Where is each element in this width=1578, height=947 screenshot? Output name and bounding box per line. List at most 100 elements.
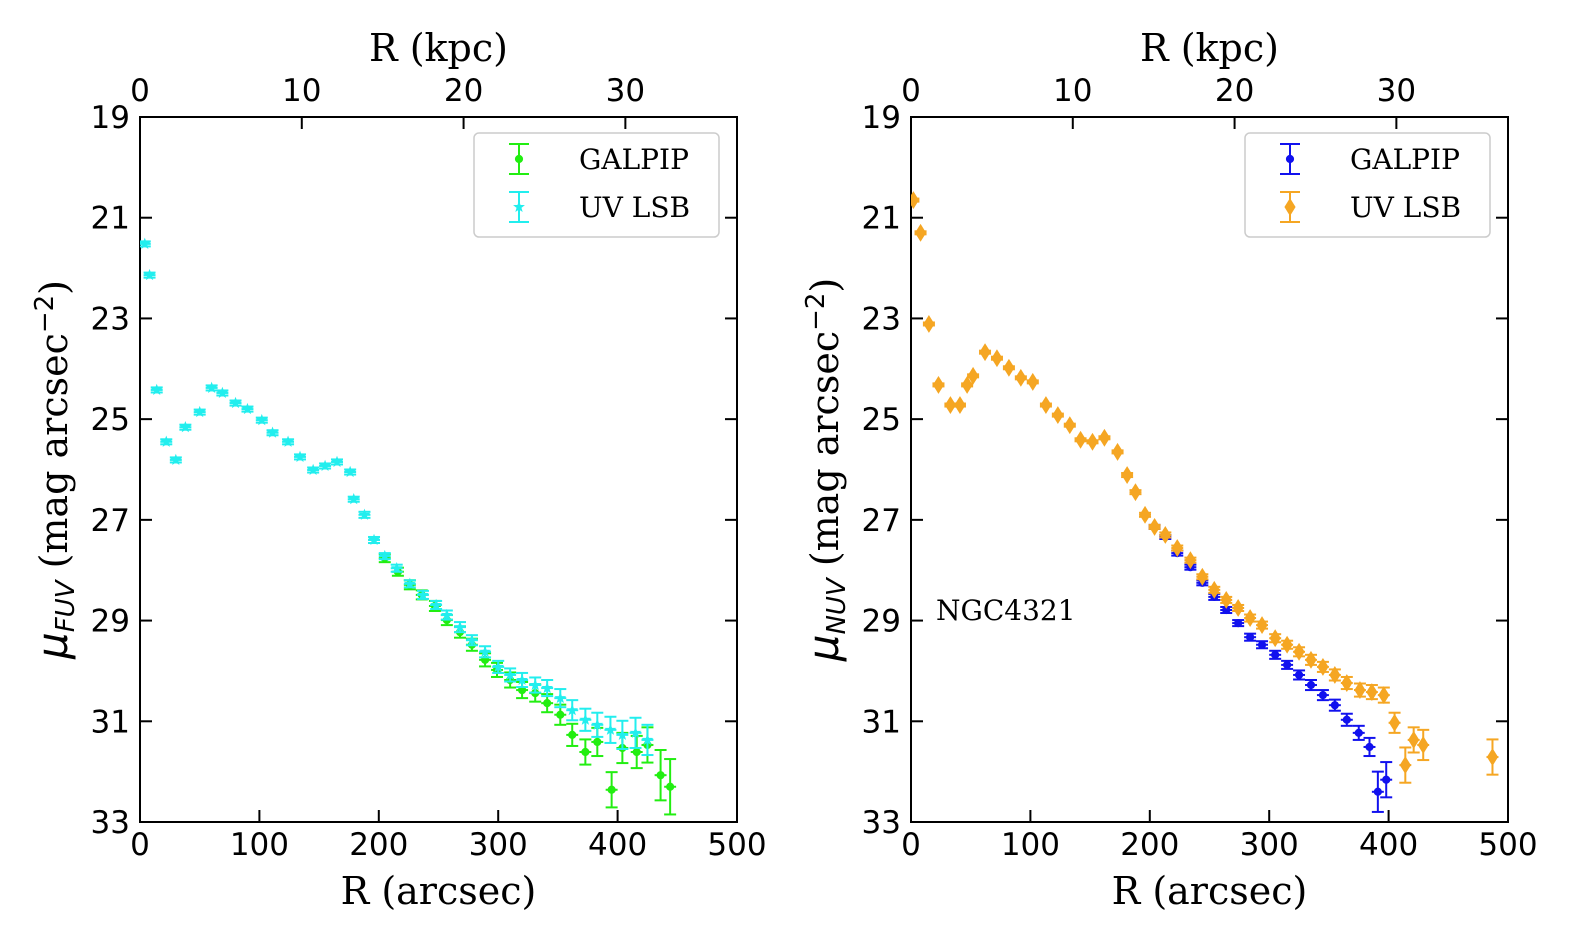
y-axis-label: μFUV (mag arcsec−2) — [28, 280, 81, 660]
y-axis-label-part: NUV — [822, 576, 852, 634]
point — [568, 730, 577, 739]
y-tick-label: 25 — [91, 402, 130, 438]
point — [390, 561, 403, 574]
point — [140, 237, 151, 249]
point — [205, 381, 218, 393]
point — [1399, 756, 1411, 775]
point — [961, 375, 973, 394]
y-tick-label: 31 — [862, 704, 901, 740]
point — [979, 343, 991, 362]
point — [541, 681, 554, 694]
y-tick-label: 23 — [91, 301, 130, 337]
point — [1366, 683, 1378, 702]
y-tick-label: 21 — [91, 201, 130, 237]
point — [991, 349, 1003, 368]
point — [1330, 701, 1339, 710]
point — [241, 402, 254, 415]
point — [1284, 198, 1296, 216]
point — [1220, 590, 1232, 609]
y-tick-label: 27 — [91, 503, 130, 539]
x-tick-label: 200 — [1120, 827, 1179, 863]
x2-tick-label: 30 — [1377, 73, 1416, 109]
point — [1086, 432, 1099, 451]
point — [1121, 466, 1133, 484]
point — [1305, 650, 1317, 669]
point — [566, 703, 579, 716]
point — [932, 375, 945, 394]
point — [556, 710, 565, 719]
point — [1052, 406, 1064, 425]
point — [347, 492, 360, 505]
point — [466, 633, 478, 646]
y-axis-label-part: −2 — [801, 293, 831, 331]
point — [479, 645, 491, 657]
point — [607, 785, 616, 794]
point — [616, 728, 629, 740]
y-tick-label: 31 — [91, 704, 130, 740]
y-axis-label-part: μ — [799, 635, 848, 663]
point — [1388, 713, 1401, 732]
y-tick-label: 23 — [862, 301, 901, 337]
x2-tick-label: 0 — [901, 73, 921, 109]
y-axis-label-part: −2 — [30, 295, 60, 333]
point — [1148, 517, 1161, 536]
x2-axis-label: R (kpc) — [369, 26, 508, 70]
point — [1329, 666, 1341, 684]
point — [143, 268, 156, 281]
point — [440, 608, 453, 621]
point — [954, 396, 966, 414]
y-tick-label: 19 — [862, 100, 901, 136]
point — [454, 620, 466, 633]
point — [1064, 416, 1076, 435]
x2-tick-label: 0 — [130, 73, 150, 109]
point — [1365, 742, 1374, 752]
point — [1040, 396, 1052, 414]
point — [604, 723, 617, 735]
point — [307, 463, 320, 476]
point — [1408, 730, 1420, 749]
point — [368, 533, 380, 546]
point — [150, 383, 163, 395]
point — [911, 191, 919, 210]
point — [216, 386, 229, 399]
point — [193, 405, 206, 418]
x-tick-label: 500 — [1478, 827, 1537, 863]
point — [1245, 633, 1255, 642]
point — [529, 678, 542, 691]
point — [430, 598, 443, 611]
x-tick-label: 0 — [130, 827, 150, 863]
x2-tick-label: 10 — [282, 73, 321, 109]
point — [1486, 748, 1499, 766]
point — [1269, 629, 1281, 648]
point — [160, 435, 173, 447]
x-tick-label: 100 — [1001, 827, 1060, 863]
point — [1373, 787, 1382, 796]
legend-label: GALPIP — [579, 143, 689, 176]
x2-axis-label: R (kpc) — [1140, 26, 1279, 70]
x-tick-label: 400 — [588, 827, 647, 863]
point — [1378, 686, 1390, 705]
point — [923, 315, 935, 333]
legend-label: UV LSB — [1350, 191, 1461, 224]
point — [1342, 715, 1351, 724]
point — [591, 718, 604, 730]
point — [1232, 599, 1244, 617]
legend-box — [473, 132, 720, 238]
point — [1015, 368, 1027, 387]
point — [1318, 691, 1328, 700]
point — [944, 396, 956, 414]
point — [358, 508, 371, 520]
point — [641, 733, 654, 745]
x-tick-label: 100 — [230, 827, 289, 863]
point — [967, 366, 979, 385]
legend-label: UV LSB — [579, 191, 690, 224]
data-layer — [911, 191, 1499, 813]
point — [504, 668, 517, 681]
point — [1129, 483, 1142, 502]
point — [1208, 580, 1220, 599]
point — [1382, 775, 1391, 784]
point — [1184, 551, 1196, 570]
point — [914, 223, 927, 242]
x-tick-label: 200 — [349, 827, 408, 863]
